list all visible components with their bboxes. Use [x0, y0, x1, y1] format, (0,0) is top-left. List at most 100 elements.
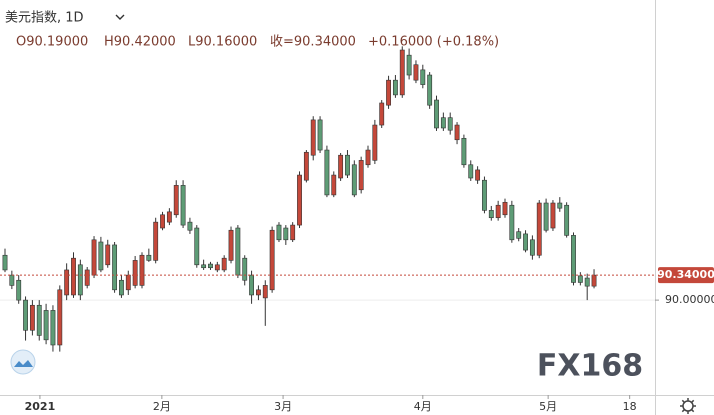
candle-body [64, 269, 70, 296]
candle-body [105, 244, 111, 266]
candle-body [386, 79, 391, 106]
candle-body [166, 211, 172, 223]
candle-body [351, 164, 357, 196]
candle-body [228, 229, 234, 261]
candle-body [488, 210, 494, 219]
chart-title[interactable]: 美元指数, 1D [5, 11, 84, 26]
candle-body [577, 275, 583, 283]
candle-body [77, 264, 83, 296]
candle-body [440, 117, 446, 129]
candle-body [550, 202, 556, 229]
candle-body [392, 79, 398, 96]
candle-body [194, 227, 200, 266]
watermark: FX168 [537, 349, 643, 384]
x-tick-label: 3月 [274, 400, 292, 413]
candle-body [16, 279, 22, 301]
candle-body [91, 239, 97, 276]
candle-body [584, 277, 590, 287]
candle-body [125, 274, 131, 291]
candle-body [331, 174, 337, 196]
logo-mark [14, 360, 33, 367]
candle-body [365, 149, 371, 166]
candle-body [119, 279, 124, 296]
candle-body [201, 264, 207, 269]
candle-body [591, 274, 597, 287]
y-tick-label: 90.00000 [665, 293, 714, 306]
candle-body [358, 160, 364, 191]
candle-body [43, 310, 49, 341]
candle-body [413, 64, 419, 81]
candle-body [208, 263, 213, 269]
candle-body [379, 102, 385, 126]
candle-body [372, 124, 378, 161]
candle-body [146, 254, 152, 261]
candle-body [29, 304, 35, 331]
candle-body [543, 202, 549, 231]
header-high: H90.42000 [104, 35, 176, 50]
candle-body [345, 154, 350, 176]
x-tick-label: 2月 [153, 400, 171, 413]
candle-body [112, 244, 118, 291]
x-tick-label: 4月 [414, 400, 432, 413]
candle-body [160, 214, 165, 229]
candle-body [529, 239, 535, 256]
x-tick-label: 2021 [25, 400, 56, 413]
candle-body [303, 151, 309, 181]
candle-body [290, 224, 296, 241]
candle-body [283, 227, 289, 241]
candle-body [427, 74, 433, 106]
candle-body [461, 137, 467, 166]
candle-body [84, 269, 90, 286]
candle-body [317, 119, 323, 151]
candle-body [406, 54, 412, 76]
candle-body [9, 274, 15, 286]
current-price-label: 90.34000 [657, 268, 714, 281]
candle-body [235, 227, 241, 276]
candle-body [495, 204, 501, 219]
candle-body [187, 221, 193, 231]
x-tick-label: 18 [623, 400, 637, 413]
current-price-box [658, 267, 714, 284]
settings-icon[interactable] [680, 398, 696, 414]
candle-body [434, 99, 439, 129]
candle-body [71, 257, 76, 296]
candle-body [509, 204, 515, 241]
candle-body [523, 233, 528, 251]
plot: 90.00000 2021 2月 3月 4月 5月 18 90.34000 [0, 46, 714, 413]
candle-body [297, 174, 302, 226]
header-open: O90.19000 [16, 35, 88, 50]
title-chevron[interactable] [115, 14, 125, 20]
candle-body [564, 204, 570, 236]
candle-body [454, 124, 460, 141]
candle-body [50, 310, 56, 346]
candle-body [221, 257, 227, 271]
candle-body [571, 235, 576, 283]
candle-body [276, 224, 282, 241]
candle-body [132, 260, 138, 286]
candle-body [173, 185, 179, 216]
header-change: +0.16000 (+0.18%) [368, 35, 499, 50]
candle-body [475, 169, 481, 181]
candle-body [153, 221, 159, 261]
candle-body [338, 154, 344, 179]
candle-body [468, 164, 474, 179]
candle-body [57, 289, 63, 346]
candle-body [502, 201, 508, 216]
candle-body [2, 254, 8, 271]
candle-body [310, 119, 316, 156]
candle-body [447, 117, 453, 131]
candle-body [242, 257, 248, 281]
candle-body [557, 202, 563, 209]
candle-body [482, 179, 487, 211]
candle-body [420, 69, 426, 85]
candle-body [36, 304, 42, 336]
candle-body [324, 149, 330, 196]
candle-body [516, 231, 522, 239]
candle-body [256, 289, 261, 296]
candle-body [98, 241, 104, 271]
logo-icon[interactable] [10, 349, 36, 375]
candle-body [139, 254, 145, 286]
header-low: L90.16000 [188, 35, 257, 50]
